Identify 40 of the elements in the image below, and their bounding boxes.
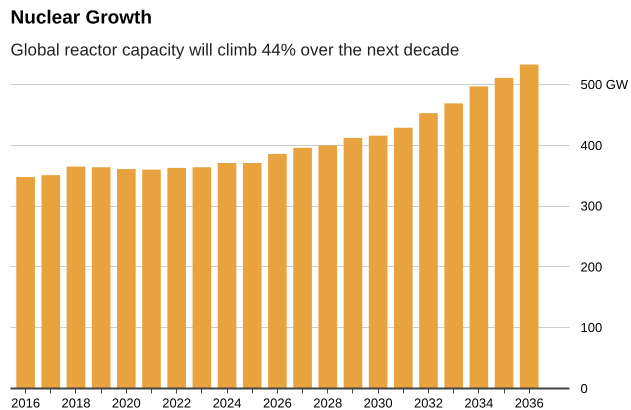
x-tick-label: 2020 [112,396,141,410]
bar [142,170,161,388]
bar [344,138,362,388]
chart-subtitle: Global reactor capacity will climb 44% over the next decade [10,40,460,60]
x-tick-label: 2024 [212,396,242,410]
x-tick-label: 2036 [514,396,544,410]
chart-title: Nuclear Growth [10,8,152,28]
bar [368,136,388,388]
bar [41,175,60,388]
x-tick-label: 2032 [414,396,443,410]
bar [117,169,136,388]
y-tick-label: 400 [580,138,602,153]
bar [92,167,110,388]
bar [494,78,514,388]
bar [16,176,35,388]
y-tick-label: 300 [580,198,602,214]
x-tick-label: 2030 [364,396,393,410]
bar [268,154,287,388]
y-tick-label: 100 [580,320,602,336]
y-tick-label: 0 [580,381,588,396]
bar [419,113,438,388]
bar [66,166,86,388]
y-tick-label: 200 [580,259,602,274]
bar [470,86,488,388]
bar [293,148,312,388]
x-tick-label: 2022 [162,396,192,410]
x-tick-label: 2016 [11,396,40,410]
y-tick-label: 500 GW [580,77,629,92]
x-tick-label: 2026 [262,396,292,410]
bar [444,103,463,388]
bar [167,168,186,388]
x-tick-label: 2034 [464,396,494,410]
bar [394,128,413,388]
bar [318,145,338,388]
x-tick-label: 2028 [313,396,342,410]
bar [242,162,262,388]
bar [218,162,236,388]
bar [520,64,539,388]
x-tick-label: 2018 [62,396,90,410]
bar [192,167,212,388]
